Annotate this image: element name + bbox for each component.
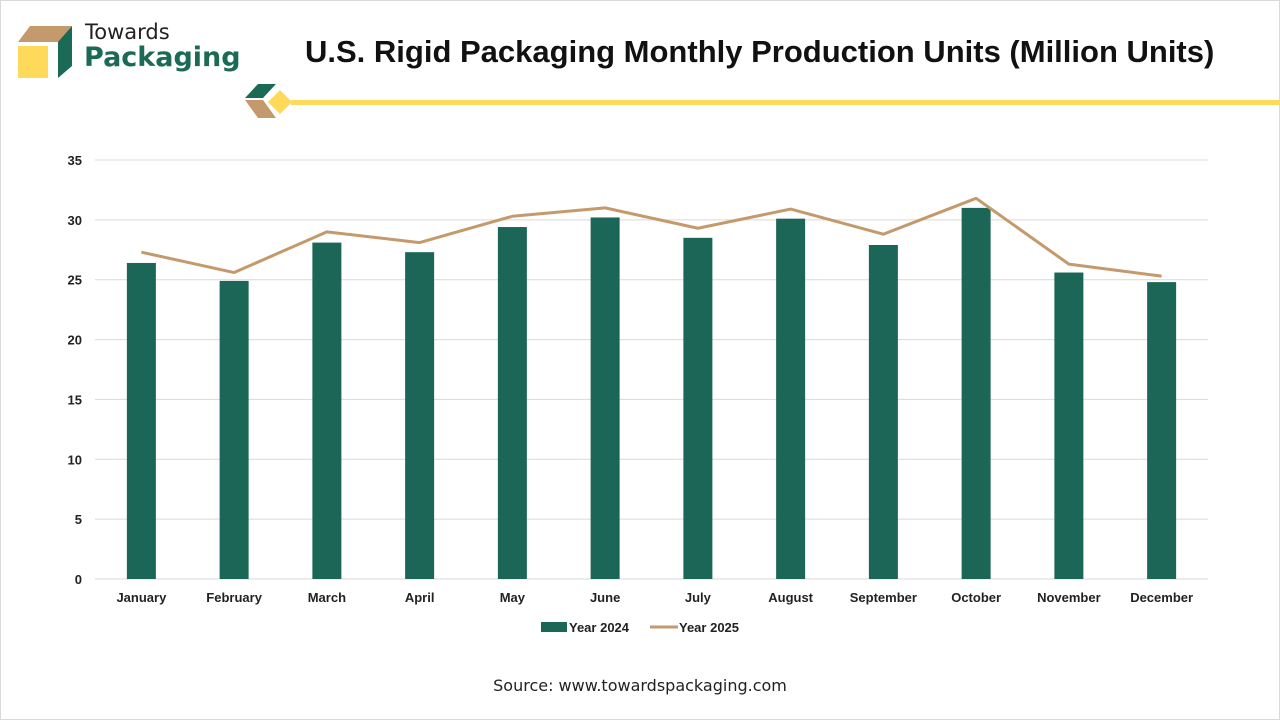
deco-yellow-line bbox=[291, 100, 1280, 105]
x-tick-label: August bbox=[768, 590, 813, 605]
bar-march bbox=[312, 242, 342, 580]
x-tick-label: February bbox=[206, 590, 262, 605]
line-series-year-2025 bbox=[141, 196, 1162, 278]
x-tick-label: April bbox=[405, 590, 435, 605]
legend-label-year-2024: Year 2024 bbox=[569, 620, 630, 635]
chart-area: 0 5 10 15 20 25 30 35 January February March April… bbox=[68, 153, 1208, 635]
source-note: Source: www.towardspackaging.com bbox=[493, 676, 787, 695]
bar-april bbox=[405, 252, 435, 579]
chart-title: U.S. Rigid Packaging Monthly Production … bbox=[305, 34, 1215, 69]
x-tick-label: October bbox=[951, 590, 1001, 605]
bar-june bbox=[590, 217, 620, 579]
brand-line1: Towards bbox=[85, 20, 170, 44]
x-tick-label: January bbox=[116, 590, 167, 605]
bar-september bbox=[868, 244, 898, 580]
y-axis-ticks: 0 5 10 15 20 25 30 35 bbox=[68, 153, 82, 587]
y-tick-label: 5 bbox=[75, 512, 82, 527]
y-tick-label: 25 bbox=[68, 273, 82, 288]
x-axis-ticks: January February March April May June July Augu… bbox=[116, 590, 1193, 605]
legend: Year 2024 Year 2025 bbox=[541, 620, 739, 635]
deco-yellow-diamond-icon bbox=[268, 90, 292, 114]
bar-may bbox=[497, 227, 527, 579]
logo-box-icon bbox=[18, 26, 72, 78]
brand-line2: Packaging bbox=[84, 42, 241, 73]
y-tick-label: 20 bbox=[68, 333, 82, 348]
bar-july bbox=[683, 237, 713, 580]
x-tick-label: March bbox=[308, 590, 346, 605]
deco-tan-chevron-icon bbox=[245, 100, 276, 118]
y-tick-label: 35 bbox=[68, 153, 82, 168]
y-tick-label: 10 bbox=[68, 452, 82, 467]
brand-logo: Towards Packaging bbox=[18, 20, 241, 82]
legend-label-year-2025: Year 2025 bbox=[679, 620, 739, 635]
title-underline-decoration bbox=[245, 84, 1280, 118]
bar-august bbox=[776, 218, 806, 579]
y-tick-label: 30 bbox=[68, 213, 82, 228]
x-tick-label: November bbox=[1037, 590, 1101, 605]
bars-year-2024 bbox=[126, 207, 1177, 580]
y-tick-label: 15 bbox=[68, 392, 82, 407]
bar-december bbox=[1147, 282, 1177, 579]
y-tick-label: 0 bbox=[75, 572, 82, 587]
line-year-2025 bbox=[141, 196, 1162, 278]
bar-november bbox=[1054, 272, 1084, 579]
x-tick-label: June bbox=[590, 590, 620, 605]
x-tick-label: September bbox=[850, 590, 917, 605]
x-tick-label: July bbox=[685, 590, 712, 605]
x-tick-label: May bbox=[500, 590, 526, 605]
x-tick-label: December bbox=[1130, 590, 1193, 605]
gridlines bbox=[95, 159, 1208, 580]
bar-january bbox=[126, 262, 156, 579]
bar-february bbox=[219, 280, 249, 579]
bar-october bbox=[961, 207, 991, 579]
deco-green-chevron-icon bbox=[245, 84, 276, 98]
legend-swatch-year-2024 bbox=[541, 622, 567, 632]
